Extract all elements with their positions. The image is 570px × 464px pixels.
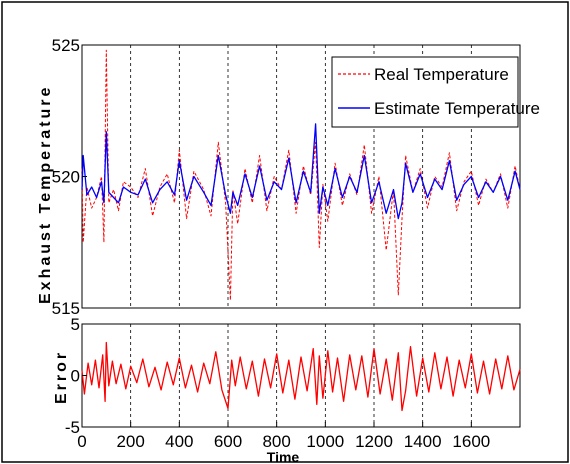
x-tick-label: 400 xyxy=(165,432,193,451)
error-x-ticks: 0 200 400 600 800 1000 1200 1400 1600 xyxy=(77,422,490,451)
temperature-y-tick-label: 520 xyxy=(52,168,80,187)
error-y-axis-label: Error xyxy=(53,350,70,404)
temperature-y-tick-label: 525 xyxy=(52,36,80,55)
error-axes xyxy=(81,323,521,428)
error-series xyxy=(81,341,521,412)
x-tick-label: 1400 xyxy=(404,432,442,451)
temperature-y-tick-label: 515 xyxy=(52,299,80,318)
legend-label-estimate: Estimate Temperature xyxy=(374,99,540,118)
x-tick-label: 200 xyxy=(116,432,144,451)
temperature-series xyxy=(81,49,521,301)
temperature-y-ticks: 515 520 525 xyxy=(52,36,87,318)
x-tick-label: 0 xyxy=(77,432,86,451)
error-y-tick-label: -5 xyxy=(65,418,80,437)
legend: Real Temperature Estimate Temperature xyxy=(331,56,540,128)
x-tick-label: 800 xyxy=(262,432,290,451)
error-y-tick-label: 5 xyxy=(71,315,80,334)
x-axis-label: Time xyxy=(267,449,300,464)
temperature-panel: 515 520 525 Exhaust Temperature Real Tempe… xyxy=(37,36,540,318)
x-tick-label: 1000 xyxy=(306,432,344,451)
legend-label-real: Real Temperature xyxy=(374,65,509,84)
temperature-series-line-0 xyxy=(81,49,521,301)
error-y-ticks: -5 0 5 xyxy=(65,315,87,437)
error-panel: -505 0 200 400 600 800 1000 1200 1400 1600 Error… xyxy=(53,315,521,464)
x-tick-label: 600 xyxy=(214,432,242,451)
error-series-line-0 xyxy=(81,341,521,412)
x-tick-label: 1200 xyxy=(355,432,393,451)
temperature-series-line-1 xyxy=(81,123,521,220)
temperature-y-axis-label: Exhaust Temperature xyxy=(37,85,54,304)
error-y-tick-label: 0 xyxy=(71,367,80,386)
legend-box xyxy=(331,56,519,128)
error-grid xyxy=(130,324,472,427)
x-tick-label: 1600 xyxy=(452,432,490,451)
